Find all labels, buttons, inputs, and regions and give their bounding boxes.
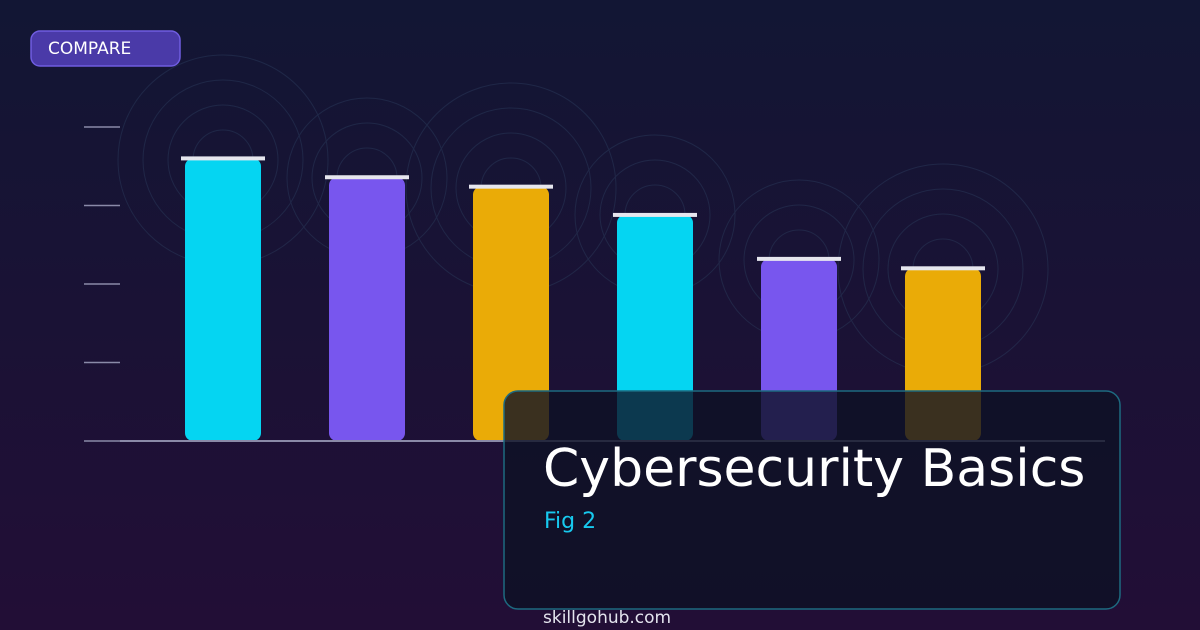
bar <box>185 158 261 441</box>
bar-cap <box>757 256 841 261</box>
bar-cap <box>325 175 409 180</box>
badge <box>30 30 181 67</box>
chart-title: Cybersecurity Basics <box>543 439 1085 499</box>
title-panel <box>503 390 1121 610</box>
bar <box>617 214 693 441</box>
bar-cap <box>469 184 553 189</box>
bar-cap <box>613 212 697 217</box>
chart-subtitle: Fig 2 <box>544 509 596 534</box>
bar-cap <box>901 266 985 271</box>
bar <box>329 177 405 442</box>
bar-cap <box>181 156 265 161</box>
badge-label: COMPARE <box>48 39 131 59</box>
footer: skillgohub.com <box>543 608 671 628</box>
bar <box>473 186 549 441</box>
